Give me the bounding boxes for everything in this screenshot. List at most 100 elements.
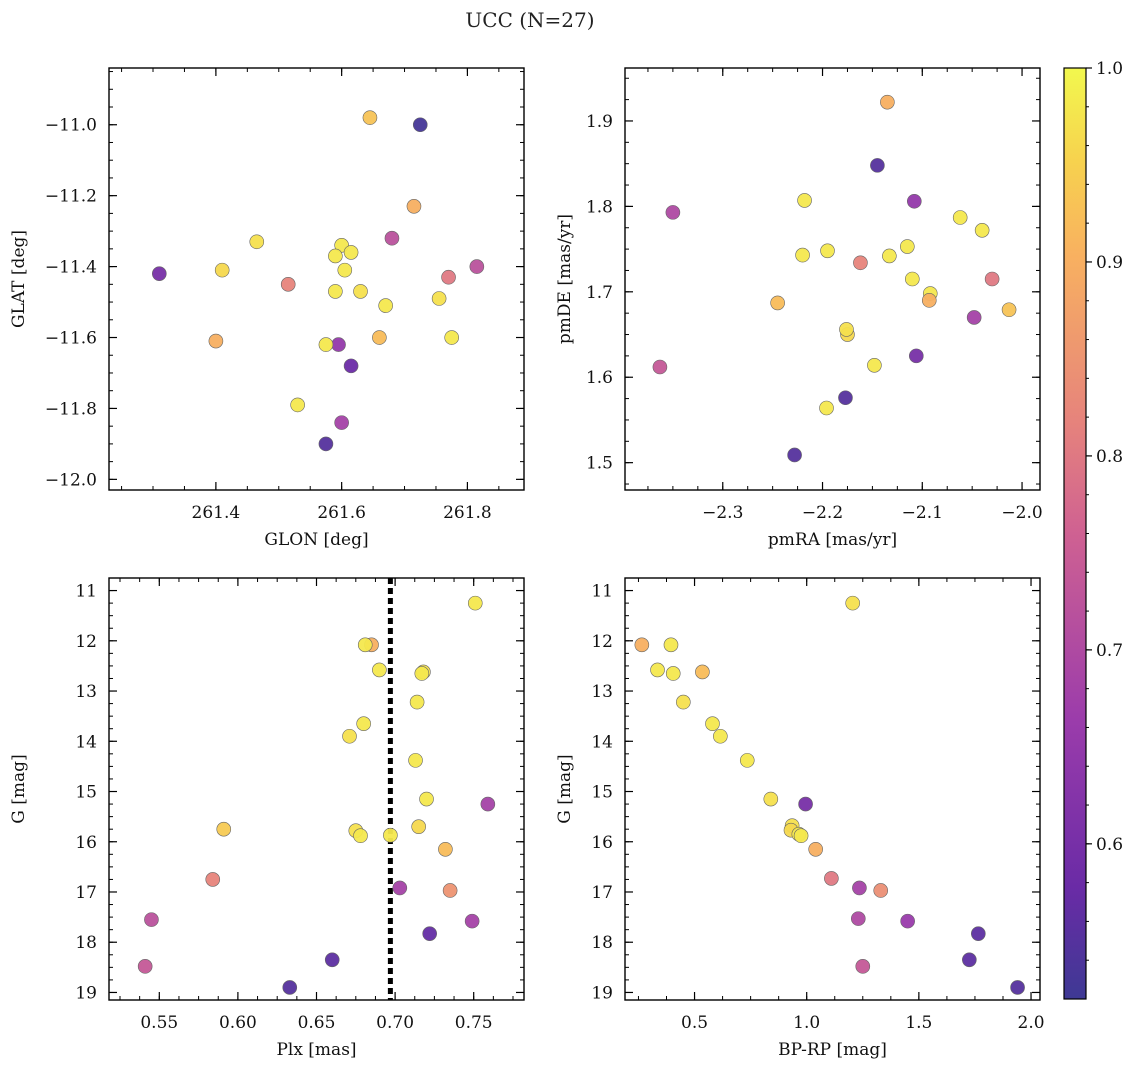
- data-point: [357, 637, 373, 653]
- plot-plx-g: 0.55 0.60 0.65 0.70 0.75 11 12 13 14 15 16 17 18 19 Pl…: [9, 577, 525, 1060]
- data-point: [318, 337, 334, 352]
- data-point: [797, 193, 812, 208]
- plot-bprp-g: 0.5 1.0 1.5 2.0 11 12 13 14 15 16 17 18 19 BP-RP [mag…: [555, 577, 1045, 1060]
- data-point: [665, 666, 681, 681]
- data-point: [422, 926, 437, 941]
- data-point: [137, 959, 153, 974]
- data-point: [665, 205, 681, 220]
- x-tick-label: −2.0: [1001, 503, 1042, 523]
- data-point: [634, 637, 650, 653]
- x-tick-label: 1.0: [793, 1013, 820, 1033]
- data-point: [412, 117, 428, 133]
- x-tick-label: −2.3: [702, 503, 743, 523]
- data-point: [798, 796, 813, 812]
- data-point: [362, 110, 378, 125]
- y-tick-label: 11: [75, 582, 97, 602]
- colorbar-tick-label: 1.0: [1096, 59, 1123, 79]
- data-point: [705, 716, 720, 731]
- x-tick-label: 261.8: [443, 503, 492, 523]
- colorbar-tick-label: 0.8: [1096, 447, 1123, 467]
- data-point: [650, 662, 665, 678]
- data-point: [444, 330, 459, 345]
- x-tick-label: 0.5: [681, 1013, 708, 1033]
- data-point: [882, 248, 897, 264]
- data-point: [464, 913, 480, 929]
- y-tick-label: −11.2: [45, 187, 97, 207]
- y-tick-label: 17: [75, 883, 97, 903]
- x-tick-label: 261.6: [317, 503, 366, 523]
- data-point: [676, 694, 691, 710]
- colorbar-tick-label: 0.9: [1096, 253, 1123, 273]
- data-point: [974, 223, 990, 238]
- y-tick-label: 13: [591, 682, 613, 702]
- data-point: [880, 94, 895, 110]
- data-point: [331, 337, 346, 352]
- data-point: [905, 271, 920, 287]
- data-point: [334, 415, 349, 430]
- y-tick-label: 13: [75, 682, 97, 702]
- x-tick-label: 0.65: [298, 1013, 336, 1033]
- axes-frame: [108, 67, 525, 491]
- y-tick-label: 17: [591, 883, 613, 903]
- y-tick-label: 12: [591, 632, 613, 652]
- data-point: [962, 952, 977, 968]
- y-tick-label: 1.8: [586, 197, 613, 217]
- data-point: [328, 284, 343, 299]
- data-point: [952, 210, 968, 225]
- data-point: [383, 827, 398, 843]
- y-tick-label: 1.6: [586, 368, 613, 388]
- x-tick-label: 0.55: [140, 1013, 178, 1033]
- data-point: [343, 245, 359, 260]
- data-point: [392, 880, 408, 896]
- y-tick-label: 15: [591, 783, 613, 803]
- data-point: [378, 298, 393, 313]
- data-point: [318, 436, 334, 452]
- data-point: [900, 913, 915, 929]
- colorbar-gradient: [1063, 67, 1087, 1000]
- x-axis-label: pmRA [mas/yr]: [768, 530, 897, 550]
- data-point: [290, 397, 305, 413]
- data-point: [431, 291, 447, 306]
- colorbar-tick-label: 0.7: [1096, 641, 1123, 661]
- data-point: [763, 791, 779, 807]
- data-point: [353, 284, 368, 299]
- data-point: [438, 841, 453, 857]
- plot-pmra-pmde: −2.3 −2.2 −2.1 −2.0 1.5 1.6 1.7 1.8 1.9 pmRA [mas…: [555, 67, 1043, 550]
- y-tick-label: 11: [591, 582, 613, 602]
- data-point: [770, 295, 785, 311]
- data-point: [845, 595, 860, 611]
- data-point: [384, 230, 400, 246]
- data-point: [205, 872, 221, 887]
- data-point: [907, 193, 922, 209]
- colorbar: 0.6 0.7 0.8 0.9 1.0: [1063, 59, 1123, 1000]
- data-point: [839, 322, 854, 337]
- data-point: [469, 259, 485, 274]
- data-point: [343, 358, 359, 374]
- data-point: [356, 716, 371, 731]
- data-point: [867, 357, 882, 373]
- x-tick-label: −2.1: [902, 503, 943, 523]
- data-point: [372, 330, 387, 345]
- x-tick-label: 1.5: [905, 1013, 932, 1033]
- data-point: [337, 262, 353, 278]
- data-point: [900, 239, 915, 254]
- y-tick-label: −12.0: [45, 470, 97, 490]
- data-point: [411, 819, 426, 834]
- colorbar-tick-label: 0.6: [1096, 835, 1123, 855]
- axes-frame: [624, 67, 1041, 491]
- y-axis-label: G [mag]: [9, 754, 29, 823]
- data-point: [280, 277, 296, 292]
- x-tick-label: −2.2: [802, 503, 843, 523]
- data-point: [324, 952, 340, 968]
- data-point: [663, 637, 679, 653]
- y-tick-label: 15: [75, 783, 97, 803]
- y-tick-label: 16: [75, 833, 97, 853]
- y-tick-label: 1.7: [586, 283, 613, 303]
- data-point: [852, 880, 867, 896]
- data-point: [908, 348, 924, 364]
- y-axis-label: GLAT [deg]: [9, 230, 29, 328]
- y-tick-label: 16: [591, 833, 613, 853]
- data-point: [152, 266, 167, 281]
- data-point: [419, 791, 434, 807]
